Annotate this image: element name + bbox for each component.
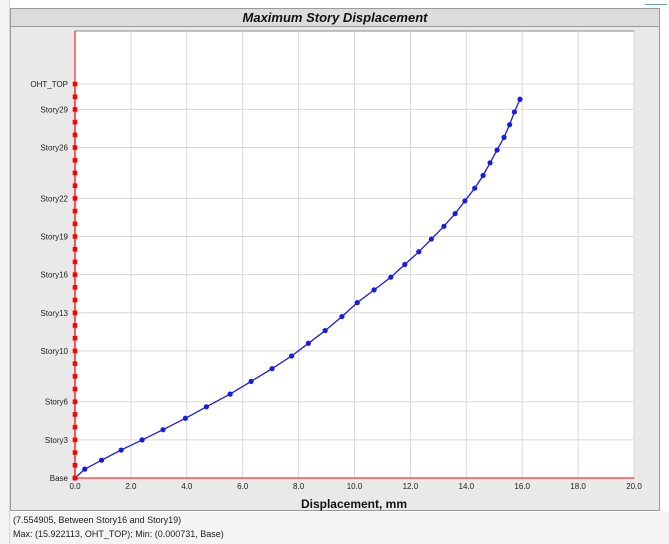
x-tick-label: 18.0 — [570, 482, 586, 491]
reference-point — [72, 437, 78, 443]
displacement-point — [354, 300, 360, 306]
displacement-point — [139, 437, 145, 443]
x-tick-label: 12.0 — [403, 482, 419, 491]
reference-point — [72, 183, 78, 188]
displacement-point — [388, 274, 394, 280]
reference-point — [72, 157, 78, 163]
reference-point — [72, 107, 78, 112]
displacement-point — [507, 122, 513, 128]
displacement-point — [269, 366, 275, 372]
x-tick-label: 6.0 — [237, 482, 249, 491]
y-tick-label: OHT_TOP — [30, 80, 68, 89]
displacement-point — [227, 391, 233, 397]
displacement-point — [82, 466, 88, 472]
displacement-point — [416, 249, 422, 255]
displacement-point — [441, 223, 447, 229]
reference-point — [72, 196, 78, 201]
reference-point — [72, 310, 78, 316]
reference-point — [72, 462, 78, 468]
reference-point — [72, 132, 78, 138]
y-tick-label: Story6 — [45, 398, 69, 407]
displacement-point — [248, 378, 254, 385]
x-tick-label: 4.0 — [181, 482, 193, 491]
reference-point — [72, 412, 78, 417]
reference-point — [72, 259, 78, 265]
y-tick-label: Story22 — [40, 194, 68, 203]
y-tick-label: Story16 — [40, 271, 68, 280]
y-tick-label: Story13 — [40, 309, 68, 318]
reference-point — [72, 221, 78, 227]
x-tick-label: 8.0 — [293, 482, 305, 491]
series-markers — [72, 81, 523, 481]
displacement-point — [402, 261, 408, 268]
reference-point — [72, 323, 78, 328]
chart-title: Maximum Story Displacement — [10, 8, 660, 27]
displacement-point — [472, 185, 478, 191]
reference-point — [72, 335, 78, 341]
displacement-point — [160, 427, 166, 433]
reference-point — [72, 386, 78, 392]
tick-labels: 0.0 2.0 4.0 6.0 8.0 10.0 12.0 14.0 16.0 18.0 20.0 B… — [30, 80, 642, 491]
y-tick-label: Story3 — [45, 436, 69, 445]
displacement-point — [203, 404, 209, 410]
displacement-point — [118, 447, 124, 453]
displacement-point — [371, 287, 377, 293]
x-tick-label: 14.0 — [459, 482, 475, 491]
reference-point — [72, 119, 78, 125]
displacement-point — [289, 353, 295, 359]
y-tick-label: Story26 — [40, 144, 68, 153]
displacement-point — [494, 147, 500, 153]
displacement-point — [480, 172, 486, 179]
displacement-point — [452, 211, 458, 217]
displacement-point — [339, 313, 345, 320]
reference-point — [72, 424, 78, 430]
status-cursor-readout: (7.554905, Between Story16 and Story19) — [13, 515, 182, 525]
reference-point — [72, 475, 78, 481]
displacement-point — [511, 109, 517, 115]
displacement-point — [501, 134, 507, 140]
x-tick-label: 0.0 — [69, 482, 81, 491]
y-tick-label: Base — [50, 474, 69, 483]
reference-point — [72, 145, 78, 150]
x-tick-label: 10.0 — [347, 482, 363, 491]
reference-point — [72, 170, 78, 176]
top-right-edge-mark — [645, 0, 667, 5]
reference-point — [72, 208, 78, 214]
reference-point — [72, 81, 78, 87]
x-tick-label: 16.0 — [514, 482, 530, 491]
reference-point — [72, 361, 78, 366]
reference-point — [72, 374, 78, 379]
x-tick-label: 20.0 — [626, 482, 642, 491]
y-tick-label: Story29 — [40, 105, 68, 114]
displacement-point — [98, 457, 105, 463]
displacement-point — [182, 415, 189, 421]
displacement-chart[interactable]: 0.0 2.0 4.0 6.0 8.0 10.0 12.0 14.0 16.0 18.0 20.0 B… — [0, 0, 669, 512]
reference-point — [72, 234, 78, 239]
displacement-point — [462, 198, 468, 204]
displacement-point — [305, 340, 311, 346]
x-tick-label: 2.0 — [125, 482, 137, 491]
status-max-min-readout: Max: (15.922113, OHT_TOP); Min: (0.00073… — [13, 529, 224, 539]
window-left-edge — [0, 0, 10, 544]
reference-point — [72, 348, 78, 354]
reference-point — [72, 399, 78, 405]
y-tick-label: Story19 — [40, 233, 68, 242]
y-tick-label: Story10 — [40, 347, 68, 356]
reference-point — [72, 285, 78, 290]
displacement-point — [517, 96, 523, 102]
reference-point — [72, 272, 78, 277]
reference-point — [72, 450, 78, 455]
x-axis-title: Displacement, mm — [301, 497, 407, 511]
reference-point — [72, 94, 78, 100]
status-bar: (7.554905, Between Story16 and Story19) … — [10, 512, 669, 544]
reference-point — [72, 297, 78, 303]
displacement-point — [487, 160, 493, 166]
reference-point — [72, 246, 78, 252]
displacement-point — [322, 327, 328, 334]
displacement-point — [428, 236, 434, 242]
